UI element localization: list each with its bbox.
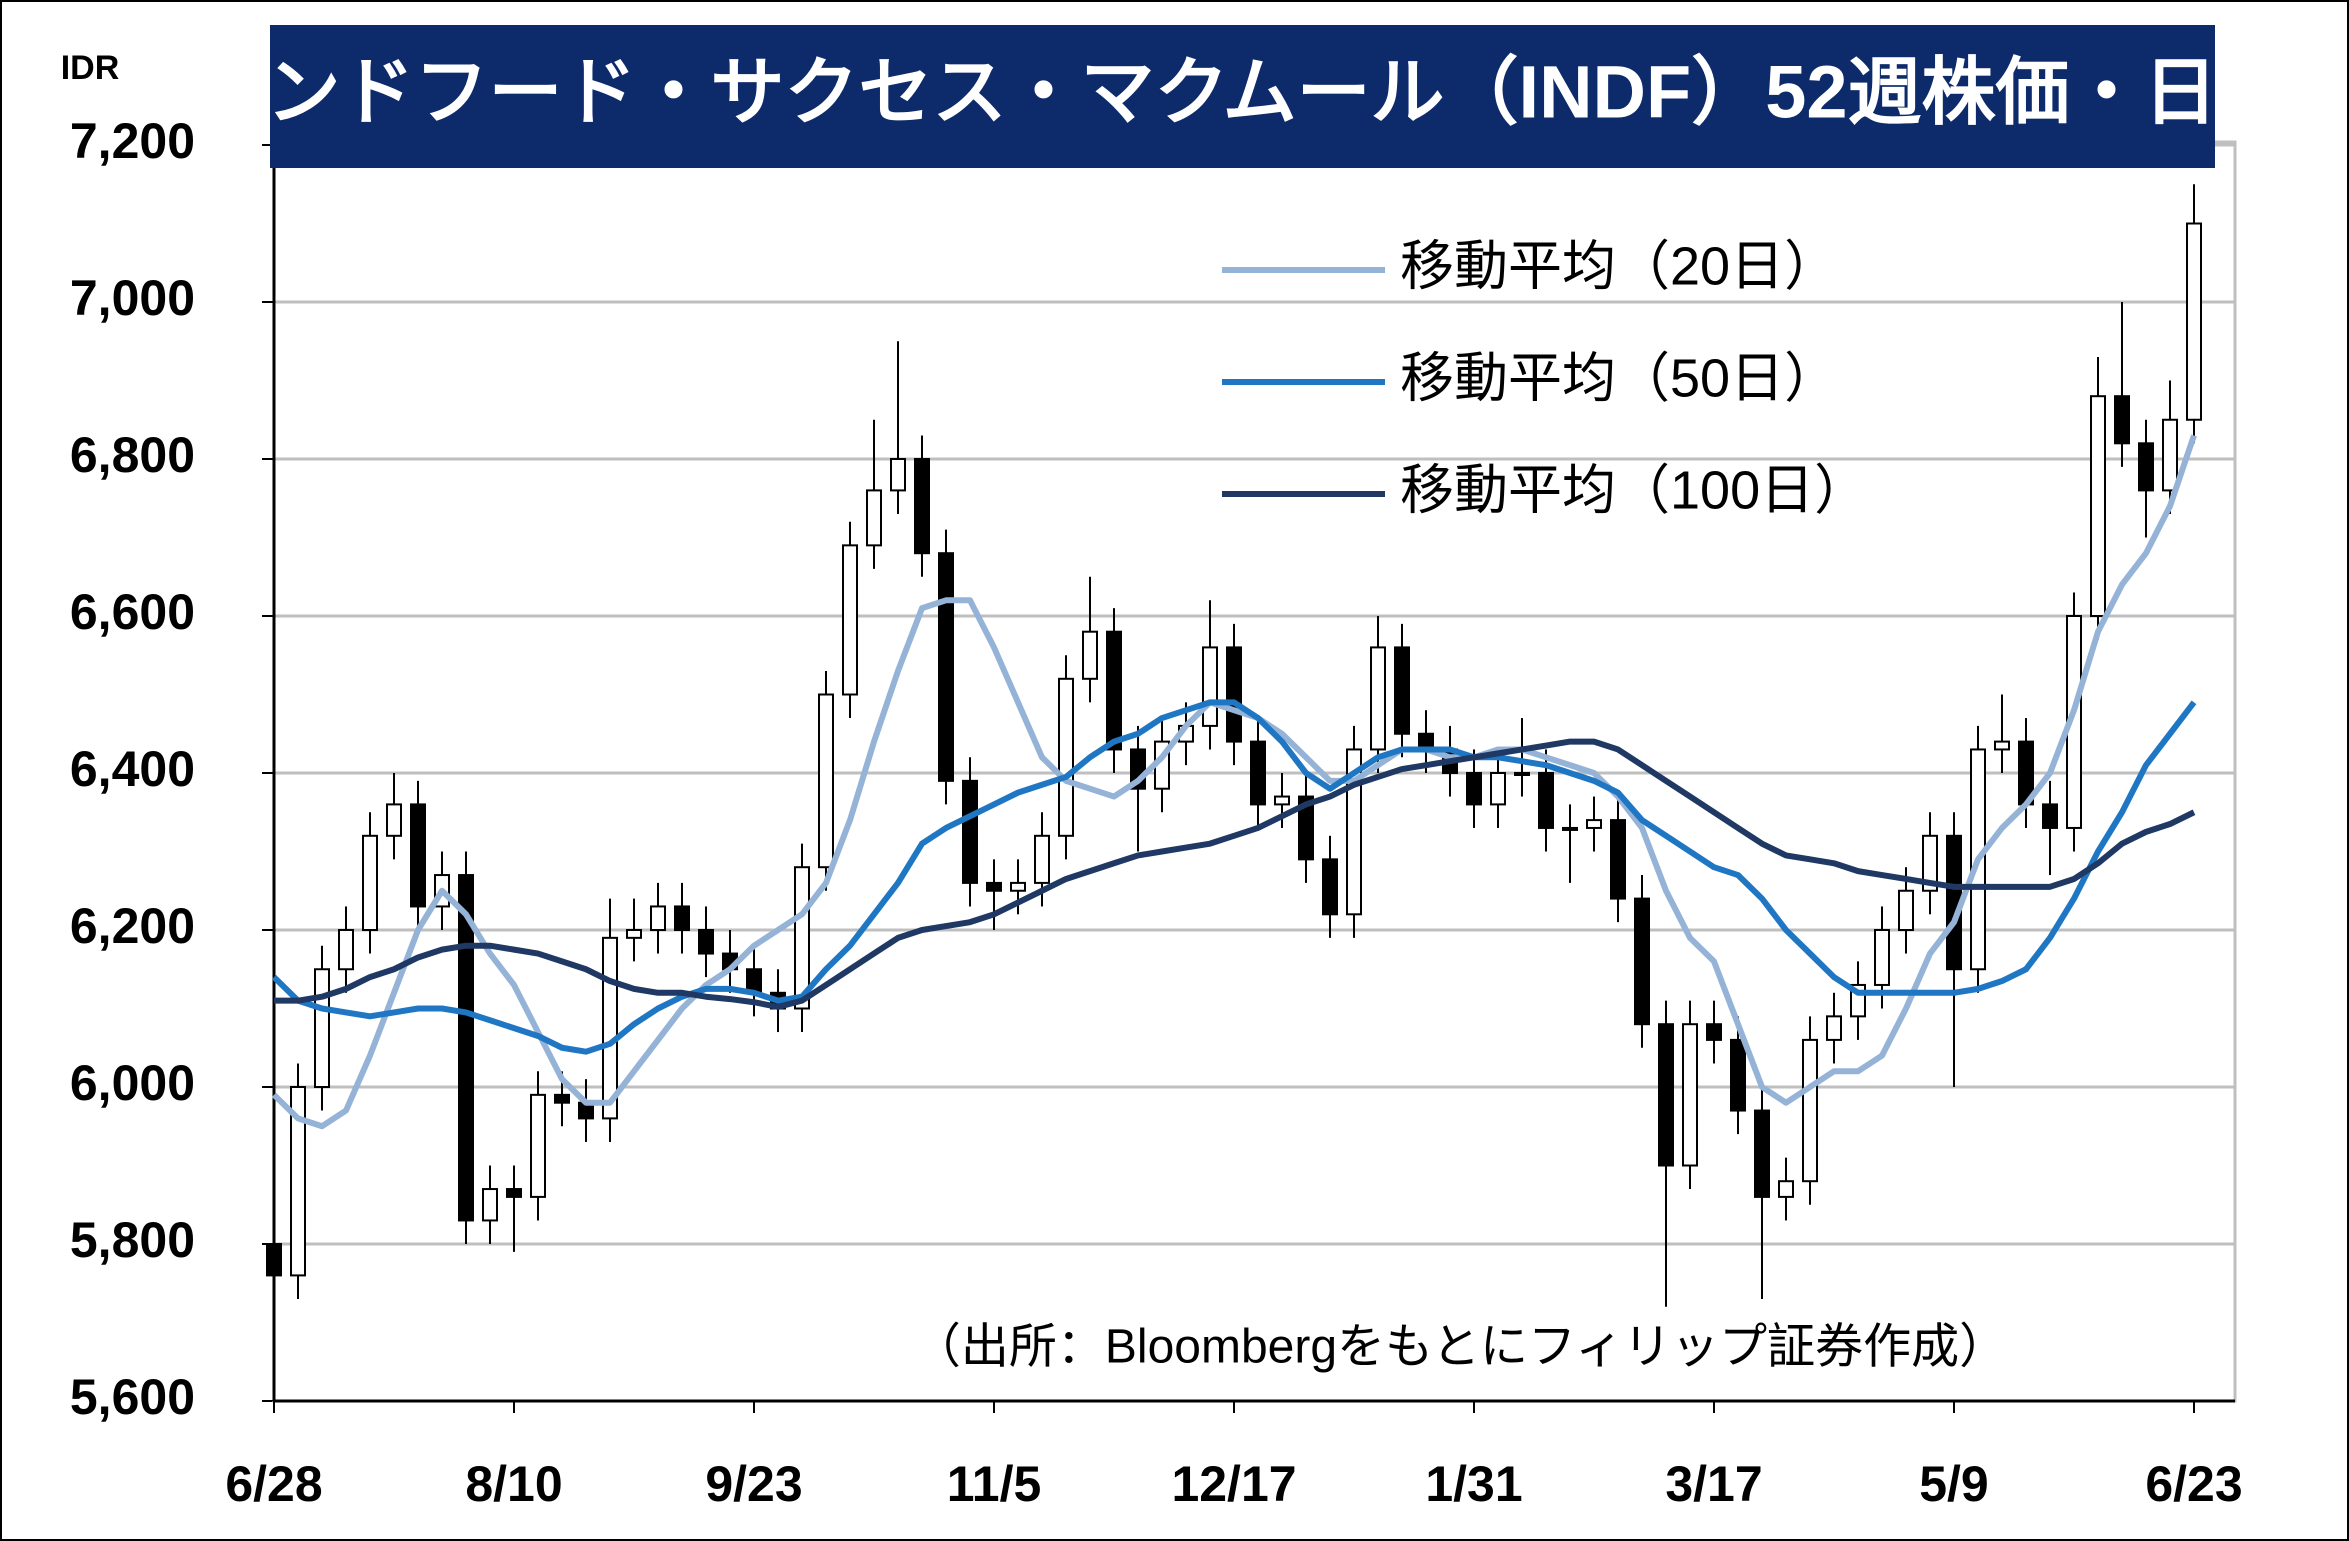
x-tick-label: 1/31 (1425, 1456, 1522, 1512)
candle-body (458, 874, 474, 1222)
candle-body (554, 1093, 570, 1104)
candle-body (1586, 819, 1602, 829)
candle-body (986, 881, 1002, 892)
candle-body (1514, 772, 1530, 776)
candle-body (1658, 1023, 1674, 1167)
x-tick-label: 5/9 (1919, 1456, 1989, 1512)
candle-body (1634, 897, 1650, 1026)
x-tick-label: 8/10 (465, 1456, 562, 1512)
candle-body (1346, 748, 1362, 916)
chart-title: インドフード・サクセス・マクムール（INDF）52週株価・日足 (192, 51, 2291, 134)
candle-body (290, 1086, 306, 1277)
candle-body (1490, 772, 1506, 806)
mark-layer (266, 184, 2202, 1307)
candle-body (1562, 826, 1578, 831)
candle-body (482, 1188, 498, 1222)
candle-body (1706, 1023, 1722, 1041)
legend-label: 移動平均（50日） (1400, 348, 1838, 408)
y-tick-label: 6,600 (70, 584, 195, 640)
candle-body (1322, 858, 1338, 916)
y-tick-label: 6,200 (70, 898, 195, 954)
candle-body (626, 929, 642, 939)
candle-body (1106, 630, 1122, 751)
candle-body (1250, 740, 1266, 806)
candle-body (818, 693, 834, 869)
ma-line (271, 434, 2197, 1130)
candle-body (890, 458, 906, 492)
candle-body (2162, 418, 2178, 492)
y-tick-label: 7,200 (70, 113, 195, 169)
candle-body (410, 803, 426, 908)
ma-line (271, 699, 2197, 1055)
candle-body (1802, 1038, 1818, 1183)
x-tick-label: 12/17 (1171, 1456, 1296, 1512)
candle-body (914, 458, 930, 555)
ma-line (274, 738, 2196, 1010)
x-tick-label: 6/28 (225, 1456, 322, 1512)
candle-body (938, 552, 954, 782)
candle-body (1610, 819, 1626, 900)
candle-body (1682, 1023, 1698, 1167)
x-tick-label: 9/23 (705, 1456, 802, 1512)
candle-body (794, 866, 810, 1010)
candle-body (842, 544, 858, 696)
candle-body (314, 968, 330, 1088)
candle-body (674, 905, 690, 932)
candle-body (386, 803, 402, 837)
candle-body (1466, 772, 1482, 806)
candle-body (266, 1243, 282, 1277)
candle-body (1202, 646, 1218, 727)
candle-body (1898, 889, 1914, 931)
candle-body (1994, 740, 2010, 751)
y-tick-label: 6,400 (70, 741, 195, 797)
candle-body (1922, 834, 1938, 892)
candle-body (362, 834, 378, 931)
title-banner (270, 25, 2215, 168)
candle-body (1298, 795, 1314, 861)
x-tick-label: 6/23 (2145, 1456, 2242, 1512)
candle-body (338, 929, 354, 971)
legend-label: 移動平均（100日） (1400, 460, 1868, 520)
candle-body (1058, 677, 1074, 837)
candle-body (602, 936, 618, 1120)
candle-body (866, 489, 882, 547)
y-tick-label: 6,800 (70, 427, 195, 483)
candle-body (1034, 834, 1050, 884)
candle-body (962, 779, 978, 884)
candle-body (1826, 1015, 1842, 1041)
legend-label: 移動平均（20日） (1400, 236, 1838, 296)
candle-body (1010, 881, 1026, 892)
candle-body (2114, 395, 2130, 445)
candle-body (2042, 803, 2058, 829)
candle-body (1370, 646, 1386, 751)
x-tick-label: 11/5 (947, 1456, 1042, 1512)
candle-body (1754, 1109, 1770, 1198)
candle-body (1274, 795, 1290, 806)
candle-body (1226, 646, 1242, 743)
candle-body (1538, 772, 1554, 829)
candle-body (650, 905, 666, 932)
candle-body (1394, 646, 1410, 735)
candle-body (2138, 442, 2154, 492)
y-tick-label: 7,000 (70, 270, 195, 326)
y-tick-label: 6,000 (70, 1055, 195, 1111)
candle-body (506, 1188, 522, 1198)
x-tick-label: 3/17 (1665, 1456, 1762, 1512)
y-unit: IDR (61, 49, 120, 87)
candle-body (1082, 630, 1098, 680)
candle-body (2186, 222, 2202, 421)
y-tick-label: 5,600 (70, 1369, 195, 1425)
y-tick-label: 5,800 (70, 1212, 195, 1268)
candle-body (698, 929, 714, 955)
candle-body (1778, 1180, 1794, 1198)
candle-body (2090, 395, 2106, 618)
source-note: （出所：Bloombergをもとにフィリップ証券作成） (913, 1321, 2007, 1374)
candle-body (530, 1093, 546, 1198)
candle-body (1874, 929, 1890, 986)
candle-body (1730, 1038, 1746, 1112)
